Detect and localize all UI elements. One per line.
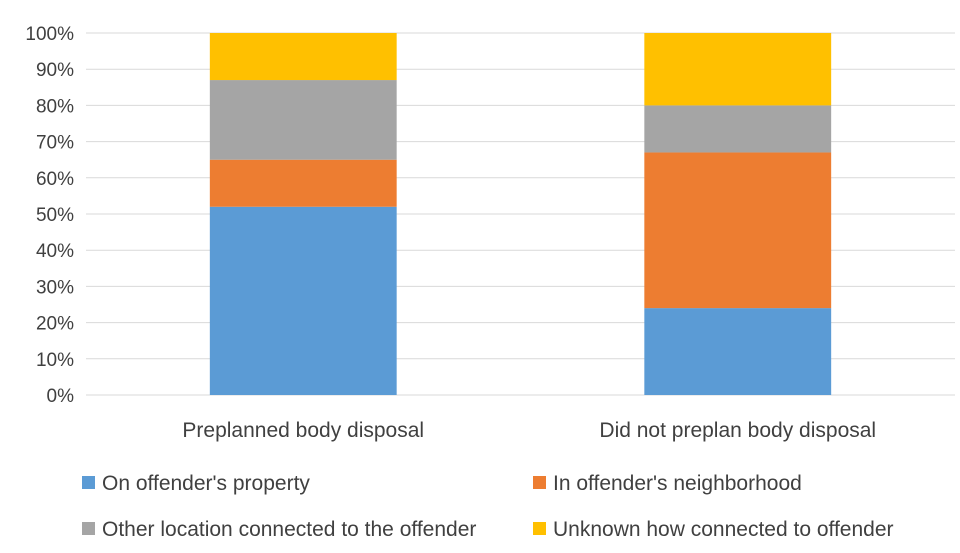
x-category-label: Did not preplan body disposal [599,419,876,442]
bar-segment [644,152,832,309]
legend-label: Other location connected to the offender [102,518,476,541]
bar-segment [644,105,832,153]
y-tick-label: 80% [36,96,74,117]
legend-swatch [82,522,95,535]
y-tick-label: 0% [47,386,75,407]
legend-swatch [533,522,546,535]
bars [209,33,832,395]
bar-segment [644,308,832,395]
y-tick-label: 100% [25,24,74,45]
bar-segment [209,206,397,395]
bar-segment [209,159,397,207]
y-tick-label: 30% [36,277,74,298]
y-tick-label: 40% [36,241,74,262]
x-category-label: Preplanned body disposal [182,419,424,442]
y-tick-label: 70% [36,133,74,154]
bar-segment [209,80,397,160]
legend-label: In offender's neighborhood [553,472,802,495]
bar-segment [644,33,832,106]
legend-swatch [82,476,95,489]
y-tick-label: 90% [36,60,74,81]
y-tick-label: 50% [36,205,74,226]
axes: 0% 10% 20% 30% 40% 50% 60% 70% 80% 90% 100% Preplan… [25,24,876,442]
bar-segment [209,33,397,81]
legend-label: On offender's property [102,472,310,495]
legend-swatch [533,476,546,489]
legend: On offender's property In offender's neig… [82,472,894,541]
legend-label: Unknown how connected to offender [553,518,894,541]
y-tick-label: 60% [36,169,74,190]
y-tick-label: 10% [36,350,74,371]
y-tick-label: 20% [36,314,74,335]
